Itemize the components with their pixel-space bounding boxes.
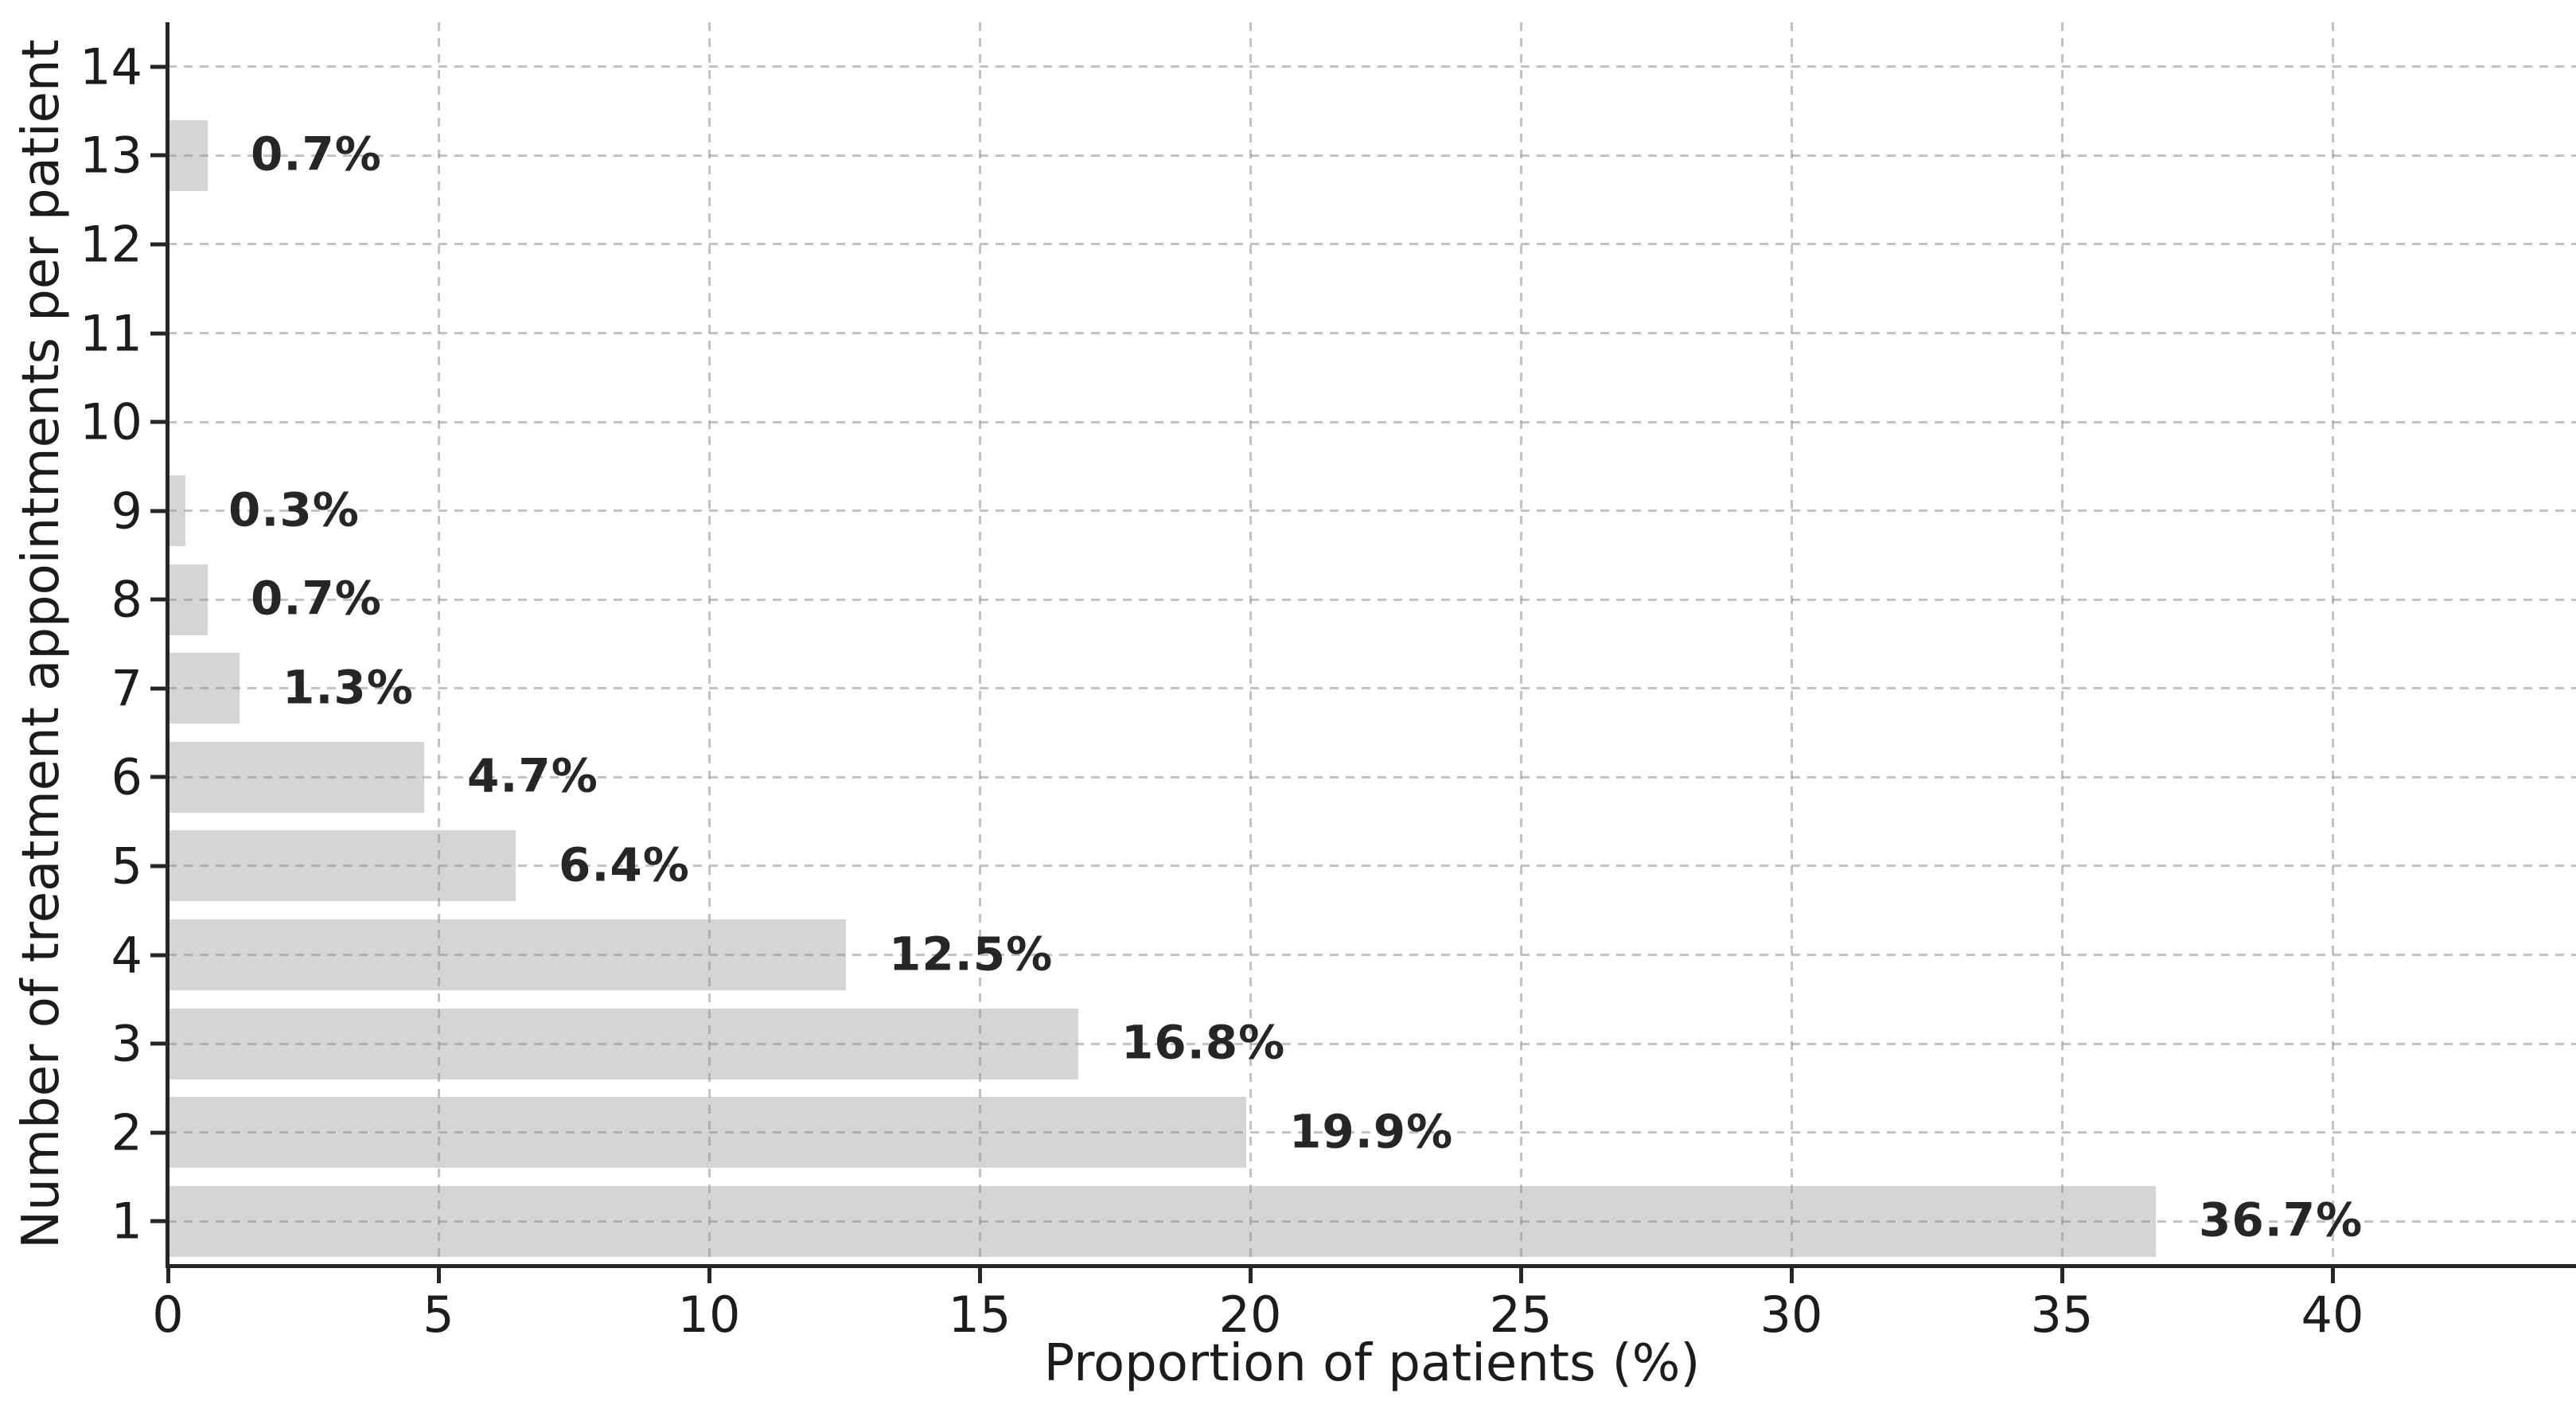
x-tick-20 <box>1249 1267 1253 1283</box>
gridline-h-13 <box>168 154 2576 157</box>
gridline-h-14 <box>168 65 2576 68</box>
x-tick-label-15: 15 <box>948 1286 1011 1344</box>
y-tick-7 <box>150 686 166 691</box>
y-tick-label-7: 7 <box>111 659 142 718</box>
bar-value-label-4: 12.5% <box>889 927 1054 982</box>
y-tick-label-3: 3 <box>111 1014 142 1073</box>
bar-value-label-2: 19.9% <box>1289 1104 1454 1159</box>
x-tick-10 <box>707 1267 711 1283</box>
y-tick-2 <box>150 1130 166 1135</box>
y-tick-3 <box>150 1041 166 1046</box>
bar-value-label-3: 16.8% <box>1121 1015 1286 1070</box>
x-tick-25 <box>1519 1267 1523 1283</box>
x-axis-label: Proportion of patients (%) <box>1043 1334 1701 1393</box>
bar-value-label-5: 6.4% <box>559 837 690 892</box>
gridline-h-12 <box>168 243 2576 245</box>
gridline-v-20 <box>1249 22 1252 1266</box>
y-tick-5 <box>150 864 166 868</box>
y-tick-label-14: 14 <box>80 37 142 96</box>
gridline-h-2 <box>168 1131 2576 1134</box>
bar-value-label-7: 1.3% <box>283 660 414 715</box>
x-tick-15 <box>978 1267 982 1283</box>
x-tick-label-20: 20 <box>1218 1286 1282 1344</box>
y-tick-6 <box>150 775 166 779</box>
gridline-v-15 <box>979 22 981 1266</box>
y-tick-label-6: 6 <box>111 747 142 806</box>
gridline-h-8 <box>168 599 2576 601</box>
x-axis-spine <box>166 1264 2576 1268</box>
bar-value-label-13: 0.7% <box>251 127 382 181</box>
gridline-h-5 <box>168 864 2576 867</box>
gridline-v-30 <box>1791 22 1793 1266</box>
y-tick-label-13: 13 <box>80 126 142 185</box>
x-tick-35 <box>2060 1267 2064 1283</box>
bar-value-label-1: 36.7% <box>2199 1192 2364 1247</box>
y-tick-label-8: 8 <box>111 570 142 629</box>
x-tick-label-35: 35 <box>2030 1286 2094 1344</box>
y-tick-label-10: 10 <box>80 392 142 451</box>
x-tick-label-30: 30 <box>1760 1286 1823 1344</box>
gridline-h-7 <box>168 687 2576 689</box>
y-tick-label-12: 12 <box>80 215 142 274</box>
bar-value-label-6: 4.7% <box>467 748 598 803</box>
x-tick-30 <box>1790 1267 1794 1283</box>
gridline-h-9 <box>168 509 2576 512</box>
x-tick-label-10: 10 <box>677 1286 741 1344</box>
y-tick-label-9: 9 <box>111 482 142 541</box>
gridline-h-1 <box>168 1220 2576 1223</box>
gridline-v-10 <box>708 22 711 1266</box>
y-tick-12 <box>150 242 166 247</box>
gridline-v-25 <box>1520 22 1522 1266</box>
y-tick-10 <box>150 420 166 424</box>
y-tick-label-1: 1 <box>111 1192 142 1251</box>
gridline-h-4 <box>168 954 2576 956</box>
gridline-h-10 <box>168 421 2576 423</box>
y-tick-13 <box>150 153 166 158</box>
gridline-v-5 <box>438 22 440 1266</box>
gridline-v-35 <box>2061 22 2064 1266</box>
y-tick-label-11: 11 <box>80 304 142 363</box>
y-tick-4 <box>150 953 166 958</box>
gridline-h-6 <box>168 776 2576 779</box>
x-tick-label-0: 0 <box>152 1286 184 1344</box>
y-tick-label-2: 2 <box>111 1103 142 1162</box>
gridline-h-11 <box>168 332 2576 334</box>
x-tick-label-25: 25 <box>1489 1286 1553 1344</box>
gridline-h-3 <box>168 1043 2576 1045</box>
bar-value-label-8: 0.7% <box>251 571 382 626</box>
x-tick-5 <box>437 1267 441 1283</box>
y-tick-14 <box>150 64 166 69</box>
x-tick-label-40: 40 <box>2301 1286 2364 1344</box>
gridline-v-40 <box>2332 22 2334 1266</box>
bar-value-label-9: 0.3% <box>228 482 360 537</box>
y-tick-11 <box>150 331 166 336</box>
y-tick-9 <box>150 509 166 513</box>
y-axis-spine <box>166 22 170 1268</box>
x-tick-40 <box>2331 1267 2335 1283</box>
y-tick-8 <box>150 597 166 602</box>
y-tick-label-5: 5 <box>111 837 142 896</box>
x-tick-label-5: 5 <box>423 1286 454 1344</box>
y-axis-label: Number of treatment appointments per pat… <box>12 39 71 1249</box>
y-tick-label-4: 4 <box>111 926 142 985</box>
x-tick-0 <box>166 1267 170 1283</box>
y-tick-1 <box>150 1219 166 1224</box>
